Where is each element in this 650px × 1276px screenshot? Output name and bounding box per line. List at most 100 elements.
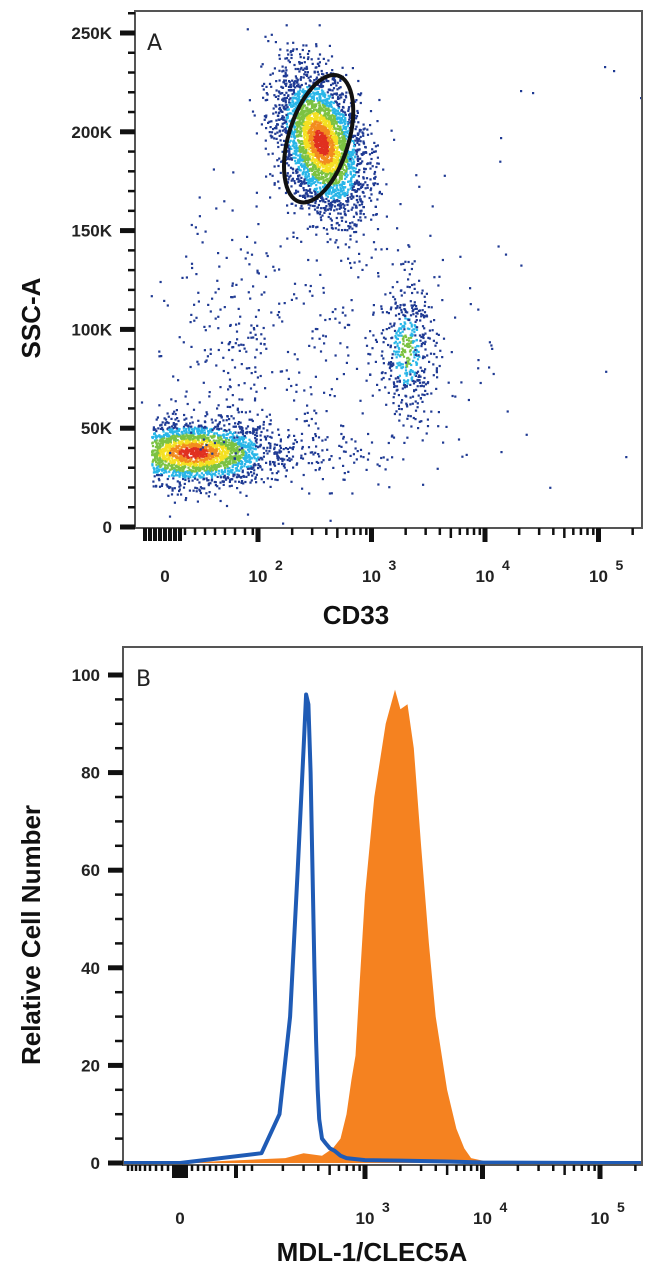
- scatter-point: [195, 463, 199, 467]
- scatter-point: [314, 469, 317, 472]
- scatter-point: [210, 464, 213, 468]
- scatter-point: [175, 468, 178, 472]
- scatter-point: [214, 457, 217, 460]
- scatter-point: [347, 151, 350, 154]
- scatter-point: [294, 106, 297, 109]
- scatter-point: [292, 446, 295, 449]
- scatter-point: [330, 219, 333, 222]
- scatter-point: [187, 436, 190, 439]
- scatter-point: [325, 179, 328, 182]
- scatter-point: [161, 454, 164, 457]
- scatter-point: [370, 157, 373, 161]
- scatter-point: [309, 118, 312, 121]
- scatter-point: [343, 111, 347, 114]
- scatter-point: [352, 453, 355, 456]
- scatter-point: [291, 99, 294, 102]
- scatter-point: [342, 133, 345, 136]
- scatter-point: [319, 147, 322, 151]
- scatter-point: [288, 459, 291, 462]
- scatter-point: [240, 456, 243, 459]
- scatter-point: [358, 195, 361, 198]
- scatter-point: [346, 174, 349, 177]
- scatter-point: [330, 492, 333, 495]
- scatter-point: [236, 452, 239, 455]
- scatter-point: [155, 451, 158, 455]
- scatter-point: [217, 452, 220, 455]
- scatter-point: [328, 138, 331, 141]
- scatter-point: [331, 195, 334, 198]
- scatter-point: [196, 487, 199, 490]
- scatter-point: [166, 445, 169, 448]
- scatter-point: [342, 135, 346, 138]
- scatter-point: [247, 473, 250, 477]
- scatter-point: [291, 105, 294, 108]
- scatter-point: [156, 448, 160, 451]
- scatter-point: [317, 135, 320, 138]
- scatter-point: [342, 145, 345, 149]
- scatter-point: [286, 106, 289, 109]
- scatter-point: [319, 182, 322, 185]
- scatter-point: [280, 117, 283, 121]
- scatter-point: [217, 437, 220, 440]
- scatter-point: [295, 48, 298, 51]
- scatter-point: [156, 459, 159, 462]
- scatter-point: [242, 457, 245, 460]
- scatter-point: [153, 468, 156, 471]
- scatter-point: [291, 93, 294, 96]
- scatter-point: [202, 465, 205, 468]
- scatter-point: [338, 200, 341, 203]
- scatter-point: [159, 436, 162, 439]
- scatter-point: [189, 450, 192, 453]
- scatter-point: [331, 109, 334, 112]
- scatter-point: [300, 204, 303, 207]
- scatter-point: [302, 170, 305, 173]
- scatter-point: [308, 189, 311, 192]
- scatter-point: [303, 67, 306, 70]
- scatter-point: [370, 199, 373, 202]
- scatter-point: [353, 461, 356, 464]
- scatter-point: [182, 425, 186, 428]
- scatter-point: [295, 168, 298, 171]
- scatter-point: [335, 112, 338, 115]
- scatter-point: [324, 176, 327, 179]
- scatter-point: [317, 73, 320, 76]
- scatter-point: [215, 449, 218, 452]
- scatter-point: [330, 191, 333, 194]
- scatter-point: [174, 418, 177, 421]
- scatter-point: [342, 127, 345, 130]
- scatter-point: [296, 98, 299, 101]
- scatter-point: [257, 467, 260, 470]
- scatter-point: [231, 452, 234, 455]
- scatter-point: [277, 90, 281, 93]
- scatter-point: [316, 116, 319, 120]
- scatter-point: [290, 112, 293, 115]
- scatter-point: [321, 150, 324, 153]
- scatter-point: [186, 439, 189, 442]
- scatter-point: [319, 140, 322, 143]
- scatter-point: [304, 173, 307, 176]
- scatter-point: [255, 429, 258, 432]
- scatter-point: [203, 460, 206, 463]
- scatter-point: [240, 450, 243, 454]
- scatter-point: [342, 106, 345, 109]
- scatter-point: [298, 157, 302, 160]
- scatter-point: [224, 456, 227, 459]
- scatter-point: [353, 189, 356, 192]
- scatter-point: [340, 113, 343, 116]
- scatter-point: [172, 443, 175, 446]
- scatter-point: [339, 205, 342, 208]
- scatter-point: [185, 474, 188, 478]
- scatter-point: [173, 501, 176, 504]
- scatter-point: [174, 444, 177, 447]
- scatter-point: [201, 468, 204, 471]
- scatter-point: [355, 125, 358, 128]
- scatter-point: [277, 95, 280, 98]
- scatter-point: [320, 218, 323, 222]
- scatter-point: [359, 216, 362, 219]
- scatter-point: [342, 136, 345, 139]
- scatter-point: [339, 212, 342, 215]
- scatter-point: [202, 450, 205, 453]
- scatter-point: [325, 78, 328, 81]
- scatter-point: [298, 168, 301, 172]
- scatter-point: [163, 456, 167, 459]
